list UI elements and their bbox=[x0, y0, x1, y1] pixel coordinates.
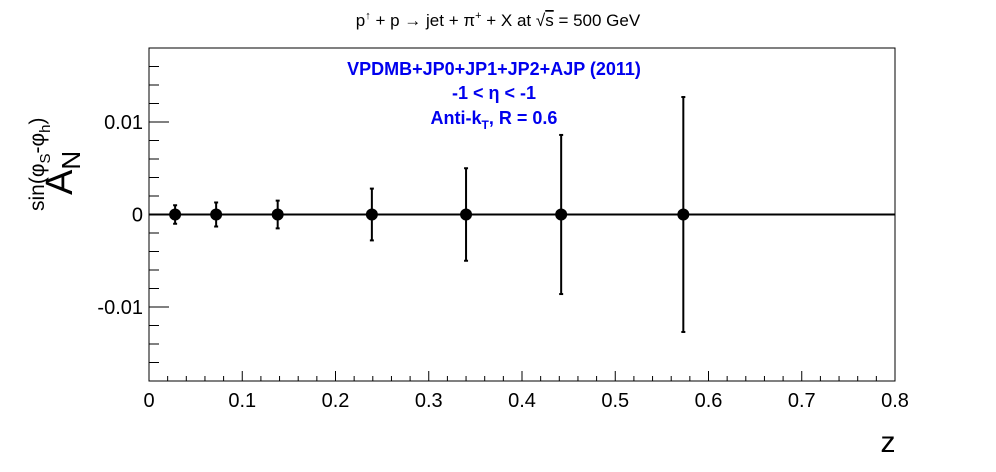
y-axis-tick-labels: -0.01 0 0.01 bbox=[97, 112, 143, 319]
chart-title: p↑ + p → jet + π+ + X at √s = 500 GeV bbox=[356, 10, 641, 30]
x-axis-ticks bbox=[148, 371, 896, 381]
annotation-eta-range: -1 < η < -1 bbox=[452, 83, 536, 103]
x-axis-title: z bbox=[881, 426, 896, 459]
x-tick-label: 0.5 bbox=[601, 390, 629, 412]
x-axis-tick-labels: 0 0.1 0.2 0.3 0.4 0.5 0.6 0.7 0.8 bbox=[143, 390, 908, 412]
x-tick-label: 0.3 bbox=[415, 390, 443, 412]
data-point bbox=[677, 208, 690, 221]
x-tick-label: 0.8 bbox=[881, 390, 909, 412]
x-tick-label: 0.1 bbox=[228, 390, 256, 412]
x-tick-label: 0 bbox=[143, 390, 154, 412]
x-tick-label: 0.7 bbox=[788, 390, 816, 412]
svg-text:AN: AN bbox=[39, 151, 86, 195]
y-axis-title: AN sin(φS-φh) bbox=[26, 118, 86, 211]
x-tick-label: 0.6 bbox=[695, 390, 723, 412]
annotation-jet-algo: Anti-kT, R = 0.6 bbox=[431, 108, 558, 132]
x-tick-label: 0.2 bbox=[322, 390, 350, 412]
data-point bbox=[169, 208, 182, 221]
y-tick-label: 0 bbox=[132, 205, 143, 227]
y-tick-label: 0.01 bbox=[104, 112, 143, 134]
y-tick-label: -0.01 bbox=[97, 297, 143, 319]
data-point bbox=[365, 208, 378, 221]
data-points bbox=[169, 96, 690, 333]
data-point bbox=[210, 208, 223, 221]
svg-text:sin(φS-φh): sin(φS-φh) bbox=[26, 118, 54, 211]
annotation-trigger: VPDMB+JP0+JP1+JP2+AJP (2011) bbox=[347, 59, 641, 79]
data-point bbox=[555, 208, 568, 221]
x-tick-label: 0.4 bbox=[508, 390, 536, 412]
data-point bbox=[460, 208, 473, 221]
data-point bbox=[271, 208, 284, 221]
